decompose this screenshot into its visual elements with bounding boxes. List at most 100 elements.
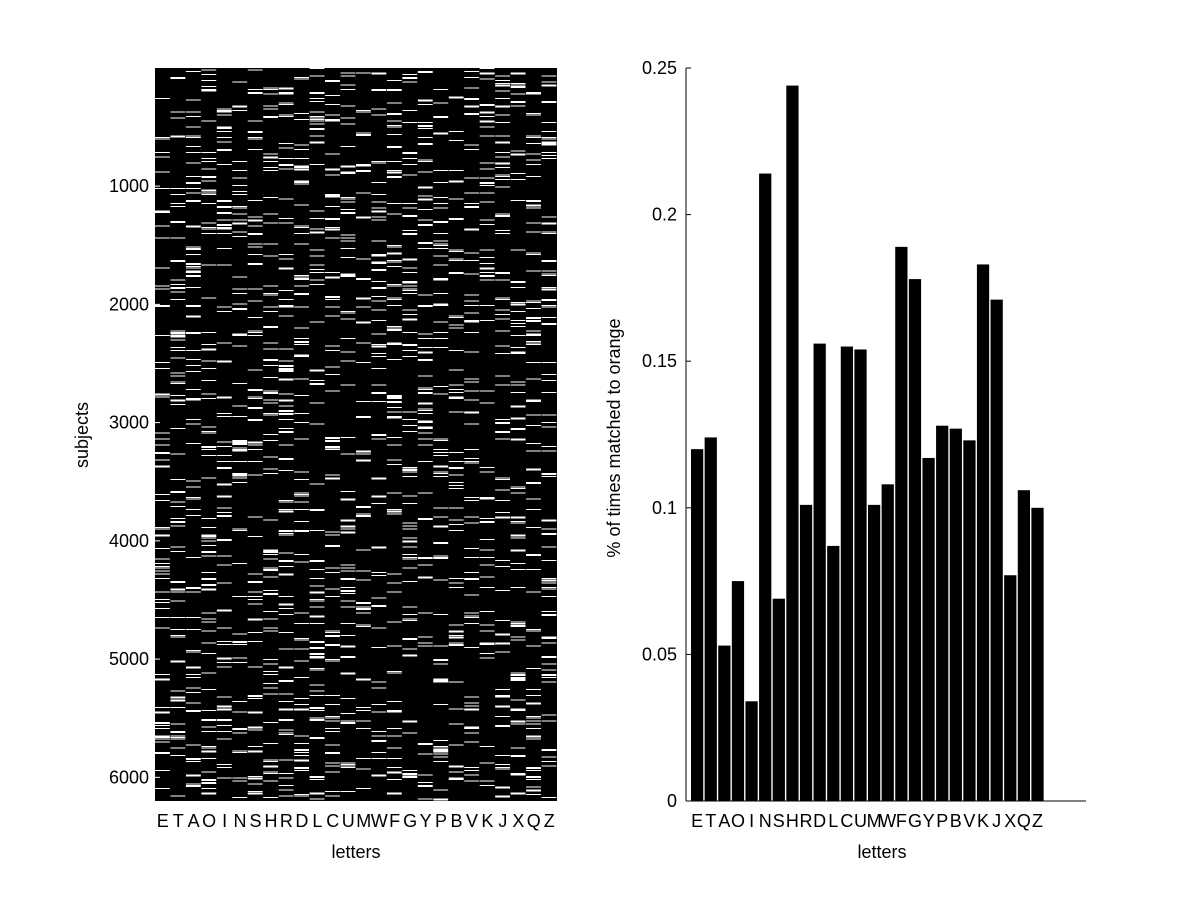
heatmap-cell xyxy=(402,525,418,527)
heatmap-cell xyxy=(448,324,464,326)
heatmap-cell xyxy=(541,681,557,683)
heatmap-cell xyxy=(170,188,186,189)
heatmap-cell xyxy=(185,591,201,593)
heatmap-cell xyxy=(170,291,186,293)
heatmap-cell xyxy=(417,782,433,783)
heatmap-cell xyxy=(294,278,310,280)
heatmap-cell xyxy=(278,315,294,317)
heatmap-cell xyxy=(386,767,402,768)
heatmap-cell xyxy=(495,179,511,180)
heatmap-cell xyxy=(402,470,418,471)
heatmap-cell xyxy=(417,143,433,145)
heatmap-cell xyxy=(448,140,464,141)
heatmap-cell xyxy=(232,222,248,225)
heatmap-cell xyxy=(464,423,480,425)
bar-x-tick-label: U xyxy=(854,811,867,831)
heatmap-cell xyxy=(495,795,511,798)
heatmap-cell xyxy=(495,215,511,217)
heatmap-cell xyxy=(371,114,387,116)
heatmap-cell xyxy=(263,551,279,553)
heatmap-cell xyxy=(247,792,263,795)
heatmap-cell xyxy=(510,488,526,489)
heatmap-cell xyxy=(402,522,418,524)
heatmap-cell xyxy=(356,720,371,722)
heatmap-cell xyxy=(170,135,186,138)
heatmap-cell xyxy=(541,323,557,325)
heatmap-cell xyxy=(541,720,557,722)
heatmap-cell xyxy=(402,81,418,83)
bar xyxy=(704,437,717,801)
heatmap-cell xyxy=(495,620,511,621)
heatmap-cell xyxy=(417,438,433,440)
heatmap-cell xyxy=(294,422,310,423)
heatmap-cell xyxy=(247,599,263,600)
heatmap-cell xyxy=(464,390,480,392)
heatmap-cell xyxy=(232,450,248,452)
heatmap-cell xyxy=(541,669,557,671)
heatmap-cell xyxy=(433,789,449,791)
bar-x-tick-label: G xyxy=(908,811,922,831)
heatmap-cell xyxy=(433,746,449,747)
heatmap-cell xyxy=(495,431,511,433)
heatmap-cell xyxy=(247,729,263,731)
heatmap-cell xyxy=(263,105,279,107)
heatmap-cell xyxy=(402,638,418,640)
heatmap-cell xyxy=(201,653,217,654)
heatmap-cell xyxy=(278,365,294,367)
heatmap-cell xyxy=(371,353,387,354)
heatmap-cell xyxy=(371,261,387,264)
heatmap-cell xyxy=(479,116,495,117)
heatmap-cell xyxy=(170,372,186,374)
heatmap-cell xyxy=(495,213,511,215)
heatmap-cell xyxy=(479,653,495,654)
heatmap-cell xyxy=(247,698,263,699)
heatmap-cell xyxy=(464,294,480,296)
bar xyxy=(936,425,949,801)
heatmap-cell xyxy=(356,362,371,363)
heatmap-cell xyxy=(464,726,480,729)
heatmap-cell xyxy=(417,564,433,566)
heatmap-cell xyxy=(155,152,170,153)
heatmap-cell xyxy=(479,219,495,221)
heatmap-cell xyxy=(402,258,418,261)
heatmap-cell xyxy=(263,153,279,155)
heatmap-cell xyxy=(495,309,511,311)
heatmap-cell xyxy=(216,264,232,266)
heatmap-cell xyxy=(155,444,170,446)
heatmap-cell xyxy=(309,776,325,778)
heatmap-cell xyxy=(201,540,217,542)
heatmap-cell xyxy=(340,311,356,312)
heatmap-cell xyxy=(417,195,433,197)
heatmap-cell xyxy=(356,321,371,324)
heatmap-cell xyxy=(325,437,340,439)
heatmap-cell xyxy=(294,471,310,473)
heatmap-cell xyxy=(417,410,433,411)
heatmap-cell xyxy=(155,722,170,724)
heatmap-cell xyxy=(278,785,294,786)
heatmap-cell xyxy=(325,120,340,122)
heatmap-cell xyxy=(309,615,325,618)
heatmap-cell xyxy=(216,555,232,557)
heatmap-cell xyxy=(510,680,526,681)
heatmap-cell xyxy=(479,267,495,270)
heatmap-cell xyxy=(263,156,279,159)
heatmap-cell xyxy=(371,255,387,257)
heatmap-cell xyxy=(464,770,480,771)
heatmap-cell xyxy=(371,572,387,573)
heatmap-cell xyxy=(325,791,340,792)
heatmap-cell xyxy=(201,771,217,773)
heatmap-x-tick-label: L xyxy=(312,811,322,831)
heatmap-cell xyxy=(541,275,557,276)
heatmap-cell xyxy=(433,207,449,209)
heatmap-cell xyxy=(526,362,541,363)
heatmap-cell xyxy=(325,366,340,368)
heatmap-cell xyxy=(155,267,170,269)
heatmap-cell xyxy=(479,126,495,128)
heatmap-cell xyxy=(263,243,279,245)
heatmap-cell xyxy=(155,711,170,714)
heatmap-cell xyxy=(464,449,480,450)
heatmap-cell xyxy=(433,476,449,477)
heatmap-cell xyxy=(433,749,449,751)
heatmap-cell xyxy=(541,446,557,447)
heatmap-cell xyxy=(170,77,186,79)
